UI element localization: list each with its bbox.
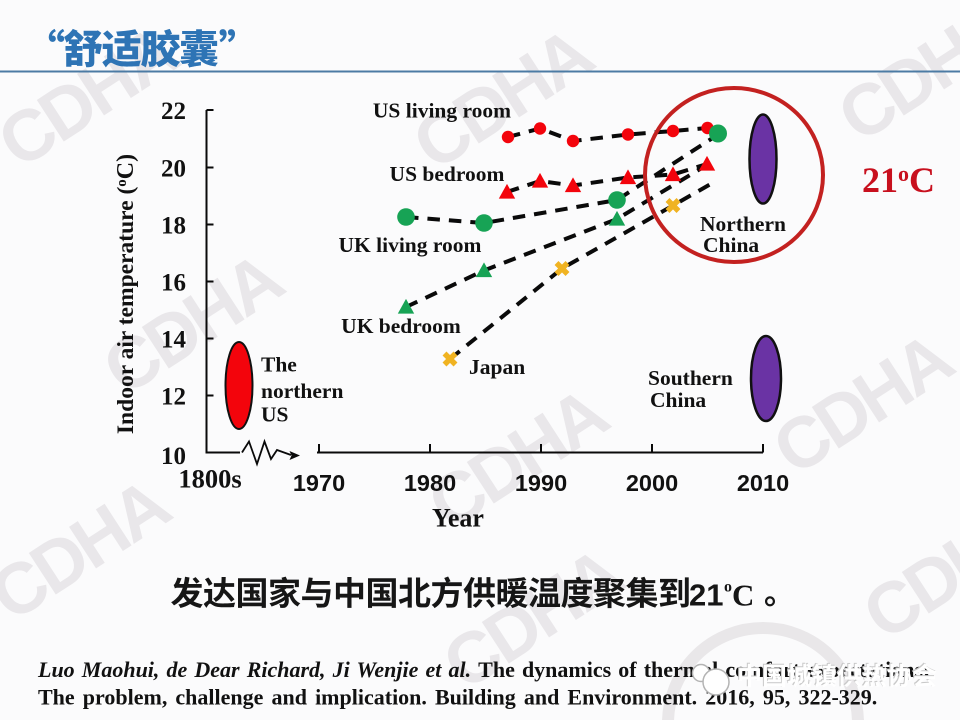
svg-text:22: 22 [161, 98, 186, 125]
svg-text:US living room: US living room [373, 99, 511, 123]
svg-text:Indoor air temperature (oC): Indoor air temperature (oC) [113, 154, 139, 434]
svg-text:18: 18 [161, 213, 186, 240]
svg-text:16: 16 [161, 270, 186, 297]
svg-text:12: 12 [161, 384, 186, 411]
svg-text:2010: 2010 [737, 470, 789, 496]
svg-text:Japan: Japan [469, 355, 525, 379]
svg-text:1990: 1990 [515, 470, 567, 496]
svg-text:C: C [732, 578, 754, 613]
svg-text:China: China [703, 233, 759, 257]
svg-text:The problem, challenge and imp: The problem, challenge and implication. … [38, 685, 877, 710]
svg-text:21: 21 [689, 578, 723, 613]
svg-text:1800s: 1800s [178, 464, 241, 494]
svg-text:1970: 1970 [293, 470, 345, 496]
svg-text:UK bedroom: UK bedroom [341, 314, 461, 338]
svg-text:o: o [724, 579, 732, 596]
svg-text:China: China [650, 388, 706, 412]
svg-text:14: 14 [161, 327, 187, 354]
svg-text:northern: northern [261, 379, 343, 403]
svg-text:US: US [261, 403, 289, 427]
svg-text:10: 10 [161, 443, 186, 470]
svg-text:20: 20 [161, 156, 186, 183]
svg-text:2000: 2000 [626, 470, 678, 496]
svg-text:US bedroom: US bedroom [390, 162, 505, 186]
svg-text:1980: 1980 [404, 470, 456, 496]
svg-text:Year: Year [432, 504, 484, 533]
svg-text:Southern: Southern [648, 366, 733, 390]
svg-text:UK living room: UK living room [339, 233, 482, 257]
svg-text:Northern: Northern [700, 212, 786, 236]
svg-text:The: The [261, 353, 297, 377]
